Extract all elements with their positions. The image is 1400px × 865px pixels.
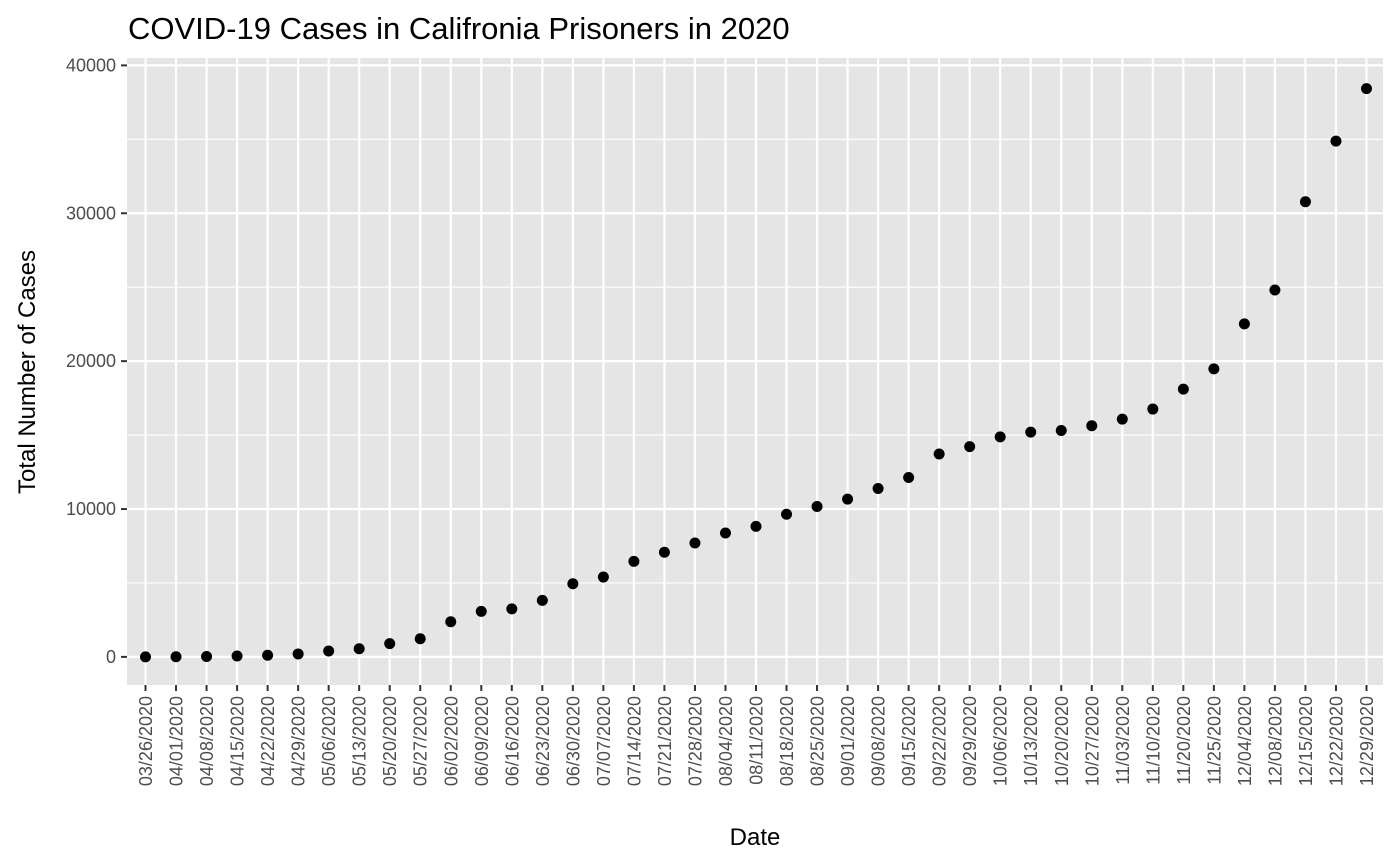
data-point	[811, 501, 823, 513]
x-tick-label: 08/04/2020	[716, 696, 736, 786]
data-point	[933, 448, 945, 460]
data-point	[1055, 425, 1067, 437]
x-tick-label: 10/20/2020	[1052, 696, 1072, 786]
data-point	[994, 431, 1006, 443]
data-point	[1025, 426, 1037, 438]
data-point	[1208, 363, 1220, 375]
data-point	[750, 520, 762, 532]
data-point	[536, 594, 548, 606]
data-point	[353, 643, 365, 655]
x-tick-label: 12/22/2020	[1326, 696, 1346, 786]
x-tick-label: 05/06/2020	[319, 696, 339, 786]
y-tick-label: 40000	[66, 55, 116, 75]
x-tick-label: 06/23/2020	[533, 696, 553, 786]
data-point	[1299, 196, 1311, 208]
x-tick-label: 10/06/2020	[991, 696, 1011, 786]
data-point	[1238, 318, 1250, 330]
major-gridlines	[127, 58, 1383, 685]
data-point	[1086, 420, 1098, 432]
x-tick-label: 09/15/2020	[899, 696, 919, 786]
data-point	[262, 649, 274, 661]
x-tick-label: 04/01/2020	[167, 696, 187, 786]
x-tick-label: 04/15/2020	[228, 696, 248, 786]
y-tick-label: 10000	[66, 499, 116, 519]
x-tick-label: 08/25/2020	[808, 696, 828, 786]
x-tick-label: 05/13/2020	[350, 696, 370, 786]
data-point	[1147, 403, 1159, 415]
data-point	[201, 650, 213, 662]
data-point	[445, 616, 457, 628]
x-tick-label: 12/08/2020	[1265, 696, 1285, 786]
x-tick-label: 11/03/2020	[1113, 696, 1133, 785]
x-tick-label: 05/27/2020	[411, 696, 431, 786]
data-point	[964, 441, 976, 453]
data-point	[323, 645, 335, 657]
y-tick-label: 20000	[66, 351, 116, 371]
data-point	[597, 571, 609, 583]
x-tick-label: 12/04/2020	[1235, 696, 1255, 786]
x-axis: 03/26/2020 04/01/2020 04/08/2020 04/15/2020…	[136, 685, 1377, 786]
x-tick-label: 12/15/2020	[1296, 696, 1316, 786]
x-tick-label: 09/29/2020	[960, 696, 980, 786]
data-point	[567, 578, 579, 590]
y-tick-label: 30000	[66, 203, 116, 223]
x-tick-label: 06/30/2020	[563, 696, 583, 786]
x-tick-label: 11/25/2020	[1204, 696, 1224, 785]
x-axis-title: Date	[730, 824, 781, 851]
data-point	[903, 472, 915, 484]
x-tick-label: 04/08/2020	[197, 696, 217, 786]
x-tick-label: 08/11/2020	[747, 696, 767, 785]
x-tick-label: 04/29/2020	[289, 696, 309, 786]
x-tick-label: 07/21/2020	[655, 696, 675, 786]
data-point	[140, 651, 151, 663]
data-point	[719, 527, 731, 539]
x-tick-label: 09/08/2020	[869, 696, 889, 786]
y-axis: 0 10000 20000 30000 40000	[66, 55, 127, 667]
x-tick-label: 06/09/2020	[472, 696, 492, 786]
y-tick-label: 0	[106, 647, 116, 667]
data-point	[842, 493, 854, 505]
x-tick-label: 08/18/2020	[777, 696, 797, 786]
data-point	[781, 508, 793, 520]
data-point	[231, 650, 243, 662]
x-tick-label: 03/26/2020	[136, 696, 156, 786]
data-point	[658, 546, 670, 558]
chart-title: COVID-19 Cases in Califronia Prisoners i…	[128, 11, 790, 46]
x-tick-label: 06/16/2020	[502, 696, 522, 786]
x-tick-label: 11/20/2020	[1174, 696, 1194, 785]
x-tick-label: 07/28/2020	[685, 696, 705, 786]
data-point	[506, 603, 518, 615]
data-point	[1361, 83, 1372, 95]
x-tick-label: 10/27/2020	[1082, 696, 1102, 786]
x-tick-label: 12/29/2020	[1357, 696, 1377, 786]
data-point	[475, 605, 487, 617]
data-point	[414, 633, 426, 645]
x-tick-label: 11/10/2020	[1143, 696, 1163, 785]
data-point	[1177, 383, 1189, 395]
data-point	[1330, 135, 1342, 147]
x-tick-label: 04/22/2020	[258, 696, 278, 786]
data-point	[1116, 413, 1128, 425]
x-tick-label: 07/14/2020	[624, 696, 644, 786]
x-tick-label: 09/22/2020	[930, 696, 950, 786]
x-tick-label: 09/01/2020	[838, 696, 858, 786]
data-point	[170, 651, 182, 663]
data-point	[292, 648, 304, 660]
x-tick-label: 07/07/2020	[594, 696, 614, 786]
data-point	[689, 537, 701, 549]
data-points	[140, 83, 1372, 663]
data-point	[872, 482, 884, 494]
data-point	[628, 555, 640, 567]
data-point	[1269, 284, 1281, 296]
y-axis-title: Total Number of Cases	[14, 250, 41, 494]
x-tick-label: 06/02/2020	[441, 696, 461, 786]
x-tick-label: 05/20/2020	[380, 696, 400, 786]
data-point	[384, 638, 396, 650]
x-tick-label: 10/13/2020	[1021, 696, 1041, 786]
